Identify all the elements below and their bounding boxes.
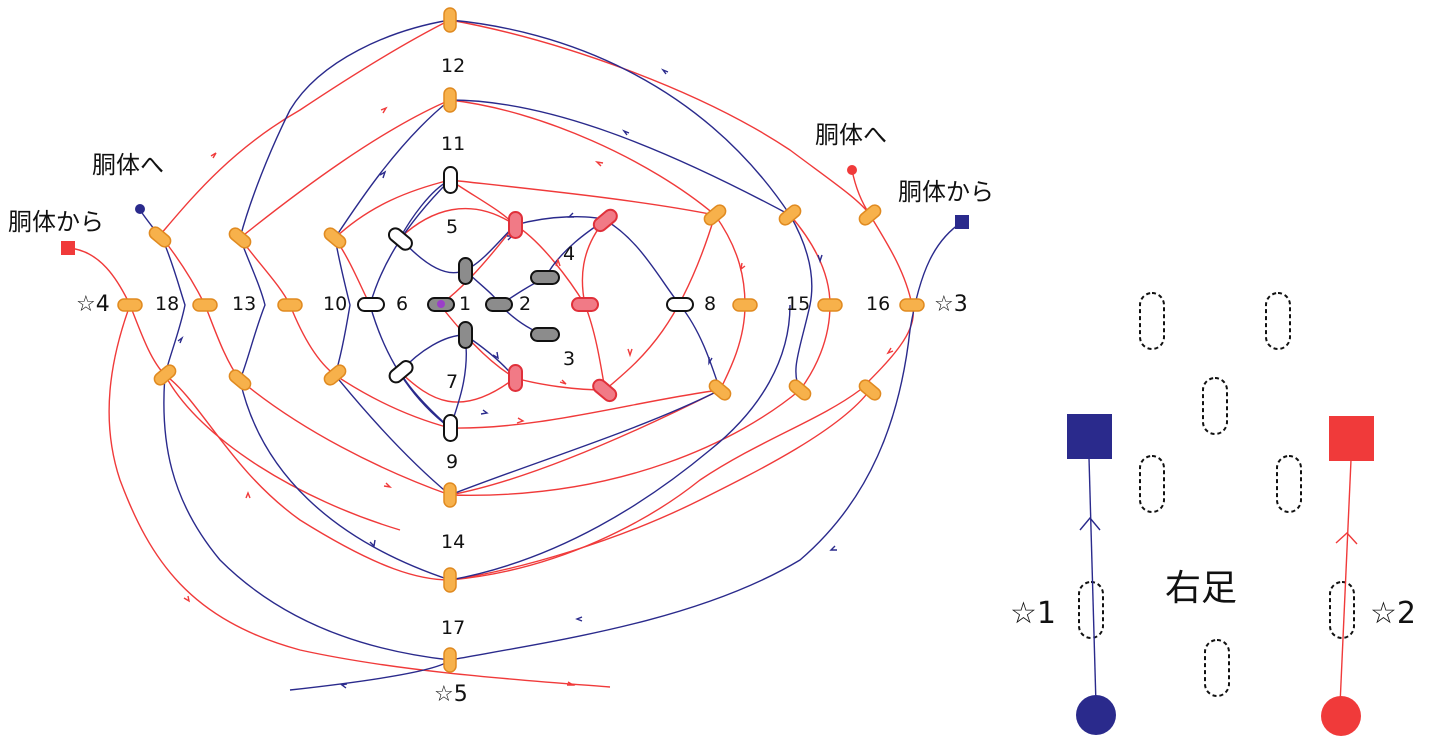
pin — [458, 321, 473, 349]
star-label-4: ☆4 — [76, 292, 110, 317]
pin — [732, 298, 758, 312]
pin — [571, 297, 599, 312]
pin-label-3: 3 — [563, 348, 575, 370]
pin — [666, 297, 694, 312]
pin — [117, 298, 143, 312]
blue-square-marker — [1067, 414, 1112, 459]
pin — [357, 297, 385, 312]
to-body-label-right: 胴体へ — [815, 121, 887, 149]
pin — [192, 298, 218, 312]
pin-label-11: 11 — [441, 133, 465, 155]
pin — [388, 360, 414, 384]
pin — [858, 379, 882, 401]
pin — [443, 482, 457, 508]
to-body-label-left: 胴体へ — [92, 151, 164, 179]
star-label-5: ☆5 — [434, 682, 468, 707]
pin-label-12: 12 — [441, 55, 465, 77]
pin — [443, 414, 458, 442]
pin — [858, 204, 882, 226]
pin — [443, 166, 458, 194]
from-body-label-right: 胴体から — [898, 178, 994, 206]
pin — [530, 270, 560, 285]
pin-label-10: 10 — [323, 293, 347, 315]
pin — [530, 327, 560, 342]
dashed-pin — [1139, 455, 1165, 513]
dashed-pin — [1265, 292, 1291, 350]
pink-pins — [508, 208, 618, 403]
pin — [443, 647, 457, 673]
pin — [778, 204, 802, 226]
dashed-pin — [1139, 292, 1165, 350]
pin — [323, 364, 347, 386]
pin — [485, 297, 513, 312]
thread-ends — [61, 165, 969, 255]
dashed-pin — [1329, 581, 1355, 639]
pin — [228, 369, 252, 391]
pin-label-17: 17 — [441, 617, 465, 639]
pin-label-6: 6 — [396, 293, 408, 315]
pin-label-8: 8 — [704, 293, 716, 315]
red-square-marker — [1329, 416, 1374, 461]
direction-labels: 胴体へ 胴体から 胴体へ 胴体から — [8, 121, 994, 236]
direction-arrows — [177, 68, 894, 689]
pin — [788, 379, 812, 401]
dashed-pin — [1204, 639, 1230, 697]
pin-label-9: 9 — [446, 451, 458, 473]
right-foot-legend: 右足 ☆1 ☆2 — [1010, 292, 1416, 736]
pin — [148, 226, 172, 248]
pin — [387, 227, 413, 251]
pin — [228, 227, 252, 249]
blue-end-dot-left — [135, 204, 145, 214]
pin-label-13: 13 — [232, 293, 256, 315]
blue-start-square-right — [955, 215, 969, 229]
red-end-dot-right — [847, 165, 857, 175]
pin-label-4: 4 — [563, 243, 575, 265]
pin — [708, 379, 732, 401]
pin — [592, 378, 618, 403]
from-body-label-left: 胴体から — [8, 208, 104, 236]
star-labels: ☆4 ☆3 ☆5 — [76, 292, 968, 707]
red-circle-marker — [1321, 696, 1361, 736]
pin — [458, 257, 473, 285]
pin-label-1: 1 — [459, 293, 471, 315]
star-label-2: ☆2 — [1370, 596, 1416, 631]
pin — [508, 364, 523, 392]
star-label-3: ☆3 — [934, 292, 968, 317]
pin — [323, 227, 347, 249]
dashed-pin — [1078, 581, 1104, 639]
pin-label-15: 15 — [786, 293, 810, 315]
pin-label-2: 2 — [519, 293, 531, 315]
pin-number-labels: 1 2 3 4 5 6 7 8 9 10 11 12 13 14 15 16 1… — [155, 55, 890, 639]
pin — [592, 208, 618, 233]
pin — [443, 567, 457, 593]
pin — [153, 364, 177, 386]
star-label-1: ☆1 — [1010, 596, 1056, 631]
pin-label-5: 5 — [446, 216, 458, 238]
red-start-square-left — [61, 241, 75, 255]
pin — [443, 7, 457, 33]
gray-pins — [427, 257, 560, 349]
dashed-pin — [1276, 455, 1302, 513]
pin — [443, 87, 457, 113]
pin — [703, 204, 727, 226]
pin-label-18: 18 — [155, 293, 179, 315]
blue-circle-marker — [1076, 695, 1116, 735]
pin-label-7: 7 — [446, 371, 458, 393]
pin-label-16: 16 — [866, 293, 890, 315]
center-dot — [437, 300, 445, 308]
pin — [899, 298, 925, 312]
pin — [508, 211, 523, 239]
white-pins — [357, 166, 694, 442]
pin — [277, 298, 303, 312]
dashed-pin — [1202, 377, 1228, 435]
orange-pins — [117, 7, 925, 673]
right-foot-label: 右足 — [1165, 568, 1237, 609]
pin — [817, 298, 843, 312]
pin-label-14: 14 — [441, 531, 465, 553]
